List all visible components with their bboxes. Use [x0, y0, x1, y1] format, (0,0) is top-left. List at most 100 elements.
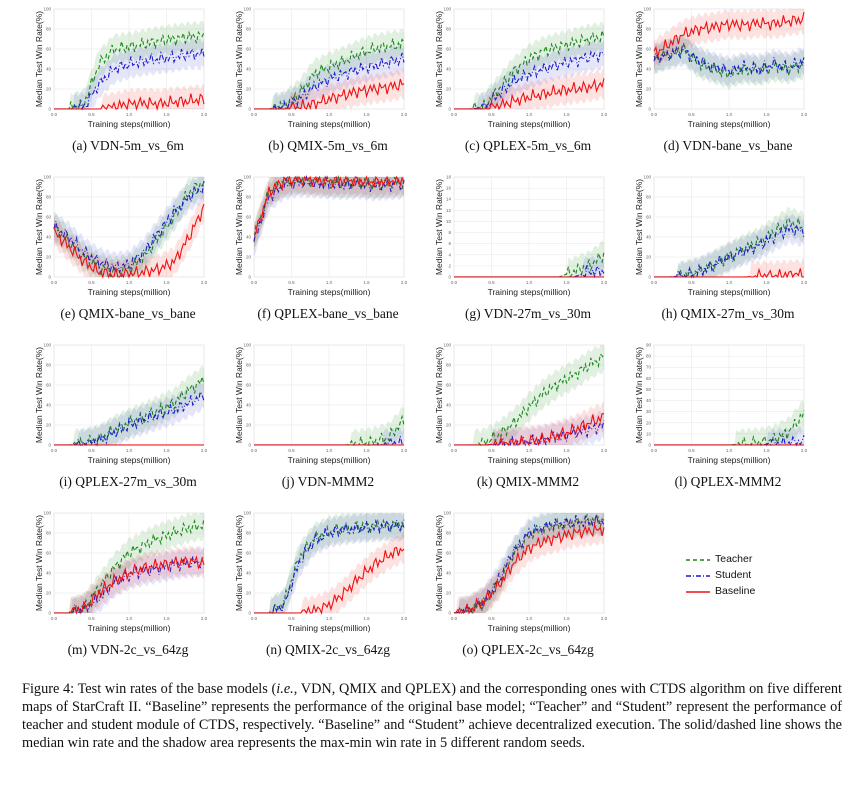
- series-line-baseline: [54, 555, 205, 615]
- series-line-student: [54, 47, 205, 111]
- x-tick-label: 0.5: [288, 616, 295, 621]
- y-axis-label: Median Test Win Rate(%): [434, 347, 444, 443]
- x-axis-label: Training steps(million): [288, 287, 371, 297]
- x-tick-label: 0.0: [251, 448, 258, 453]
- x-tick-label: 0.0: [51, 448, 58, 453]
- y-tick-label: 40: [46, 67, 52, 72]
- x-tick-label: 0.0: [251, 112, 258, 117]
- y-tick-label: 60: [246, 47, 252, 52]
- chart-caption: (h) QMIX-27m_vs_30m: [661, 306, 795, 321]
- y-axis-label: Median Test Win Rate(%): [434, 11, 444, 107]
- band-baseline: [654, 258, 804, 277]
- x-axis-label: Training steps(million): [288, 455, 371, 465]
- y-tick-label: 20: [646, 420, 652, 425]
- y-tick-label: 40: [246, 571, 252, 576]
- series-line-teacher: [653, 42, 805, 80]
- y-tick-label: 0: [448, 275, 451, 280]
- chart-caption: (k) QMIX-MMM2: [476, 474, 580, 489]
- x-tick-label: 0.0: [651, 448, 658, 453]
- y-tick-label: 90: [646, 343, 652, 348]
- chart-svg: 0 20 40 60 80 100 0.0 0.5 1.0 1.5 2.0 Median Test W…: [234, 511, 408, 634]
- chart-qmix-bane-vs-bane: 0 20 40 60 80 100 0.0 0.5 1.0 1.5 2.0 Median Test W…: [28, 173, 228, 338]
- y-tick-label: 60: [446, 47, 452, 52]
- series-line-baseline: [454, 412, 605, 447]
- x-tick-label: 1.0: [726, 448, 733, 453]
- series-line-student: [54, 390, 205, 447]
- y-tick-label: 20: [46, 423, 52, 428]
- x-tick-label: 1.0: [726, 280, 733, 285]
- x-tick-label: 0.0: [251, 280, 258, 285]
- y-tick-label: 80: [646, 27, 652, 32]
- series-line-student: [654, 223, 805, 279]
- y-tick-label: 20: [246, 591, 252, 596]
- chart-svg: 0 20 40 60 80 100 0.0 0.5 1.0 1.5 2.0 Median Test W…: [234, 175, 408, 298]
- x-tick-label: 2.0: [801, 112, 808, 117]
- y-tick-label: 20: [646, 255, 652, 260]
- y-tick-label: 80: [46, 27, 52, 32]
- y-tick-label: 100: [243, 7, 251, 12]
- x-tick-label: 2.0: [401, 112, 408, 117]
- y-axis-label: Median Test Win Rate(%): [34, 11, 44, 107]
- legend-label-baseline: Baseline: [715, 585, 756, 597]
- y-tick-label: 80: [46, 195, 52, 200]
- y-tick-label: 60: [646, 376, 652, 381]
- x-tick-label: 0.5: [488, 448, 495, 453]
- y-tick-label: 100: [243, 511, 251, 516]
- series-line-student: [254, 518, 405, 614]
- y-tick-label: 60: [46, 383, 52, 388]
- band-teacher: [654, 33, 804, 90]
- x-tick-label: 1.5: [763, 280, 770, 285]
- y-tick-label: 16: [446, 186, 452, 191]
- series-line-student: [453, 514, 605, 615]
- chart-svg: 0 20 40 60 80 100 0.0 0.5 1.0 1.5 2.0 Median Test W…: [34, 7, 208, 130]
- x-tick-label: 0.5: [288, 112, 295, 117]
- x-tick-label: 1.0: [526, 112, 533, 117]
- y-tick-label: 60: [246, 551, 252, 556]
- y-axis-label: Median Test Win Rate(%): [34, 347, 44, 443]
- band-student: [254, 427, 404, 445]
- y-tick-label: 2: [448, 263, 451, 268]
- x-tick-label: 1.5: [563, 616, 570, 621]
- y-tick-label: 0: [648, 275, 651, 280]
- band-teacher: [654, 206, 804, 277]
- y-tick-label: 40: [246, 403, 252, 408]
- y-tick-label: 100: [443, 7, 451, 12]
- legend-swatch-teacher: [686, 559, 710, 561]
- y-tick-label: 10: [646, 431, 652, 436]
- y-tick-label: 100: [643, 7, 651, 12]
- band-baseline: [254, 532, 404, 613]
- y-tick-label: 0: [448, 611, 451, 616]
- x-tick-label: 0.0: [51, 112, 58, 117]
- chart-qmix-mmm2: 0 20 40 60 80 100 0.0 0.5 1.0 1.5 2.0 Median Test W…: [428, 341, 628, 506]
- chart-svg: 0 2 4 6 8 10 12 14 16 18 0.0 0.5 1.0 1.5 2.0 Median Tes…: [434, 175, 608, 298]
- y-tick-label: 60: [246, 383, 252, 388]
- series-line-teacher: [54, 374, 205, 448]
- y-tick-label: 60: [46, 47, 52, 52]
- y-tick-label: 100: [643, 175, 651, 180]
- series-line-baseline: [253, 175, 405, 235]
- band-baseline: [654, 9, 804, 70]
- band-teacher: [254, 177, 404, 247]
- series-line-student: [454, 49, 605, 111]
- x-tick-label: 1.0: [126, 280, 133, 285]
- y-axis-label: Median Test Win Rate(%): [234, 515, 244, 611]
- caption-body: VDN, QMIX and QPLEX) and the correspondi…: [22, 681, 842, 751]
- x-tick-label: 0.0: [51, 616, 58, 621]
- x-tick-label: 0.0: [451, 616, 458, 621]
- x-axis-label: Training steps(million): [488, 623, 571, 633]
- x-axis-label: Training steps(million): [288, 623, 371, 633]
- x-tick-label: 1.5: [763, 112, 770, 117]
- y-tick-label: 30: [646, 409, 652, 414]
- chart-svg: 0 20 40 60 80 100 0.0 0.5 1.0 1.5 2.0 Median Test W…: [434, 7, 608, 130]
- y-tick-label: 4: [448, 252, 451, 257]
- y-tick-label: 100: [43, 175, 51, 180]
- y-axis-label: Median Test Win Rate(%): [234, 179, 244, 275]
- caption-italic: i.e.,: [276, 681, 298, 697]
- y-tick-label: 20: [246, 423, 252, 428]
- y-axis-label: Median Test Win Rate(%): [634, 179, 644, 275]
- band-teacher: [254, 28, 404, 109]
- chart-caption: (l) QPLEX-MMM2: [674, 474, 782, 489]
- chart-svg: 0 20 40 60 80 100 0.0 0.5 1.0 1.5 2.0 Median Test W…: [234, 343, 408, 466]
- chart-vdn-2c-vs-64zg: 0 20 40 60 80 100 0.0 0.5 1.0 1.5 2.0 Median Test W…: [28, 509, 228, 674]
- series-line-teacher: [254, 38, 405, 110]
